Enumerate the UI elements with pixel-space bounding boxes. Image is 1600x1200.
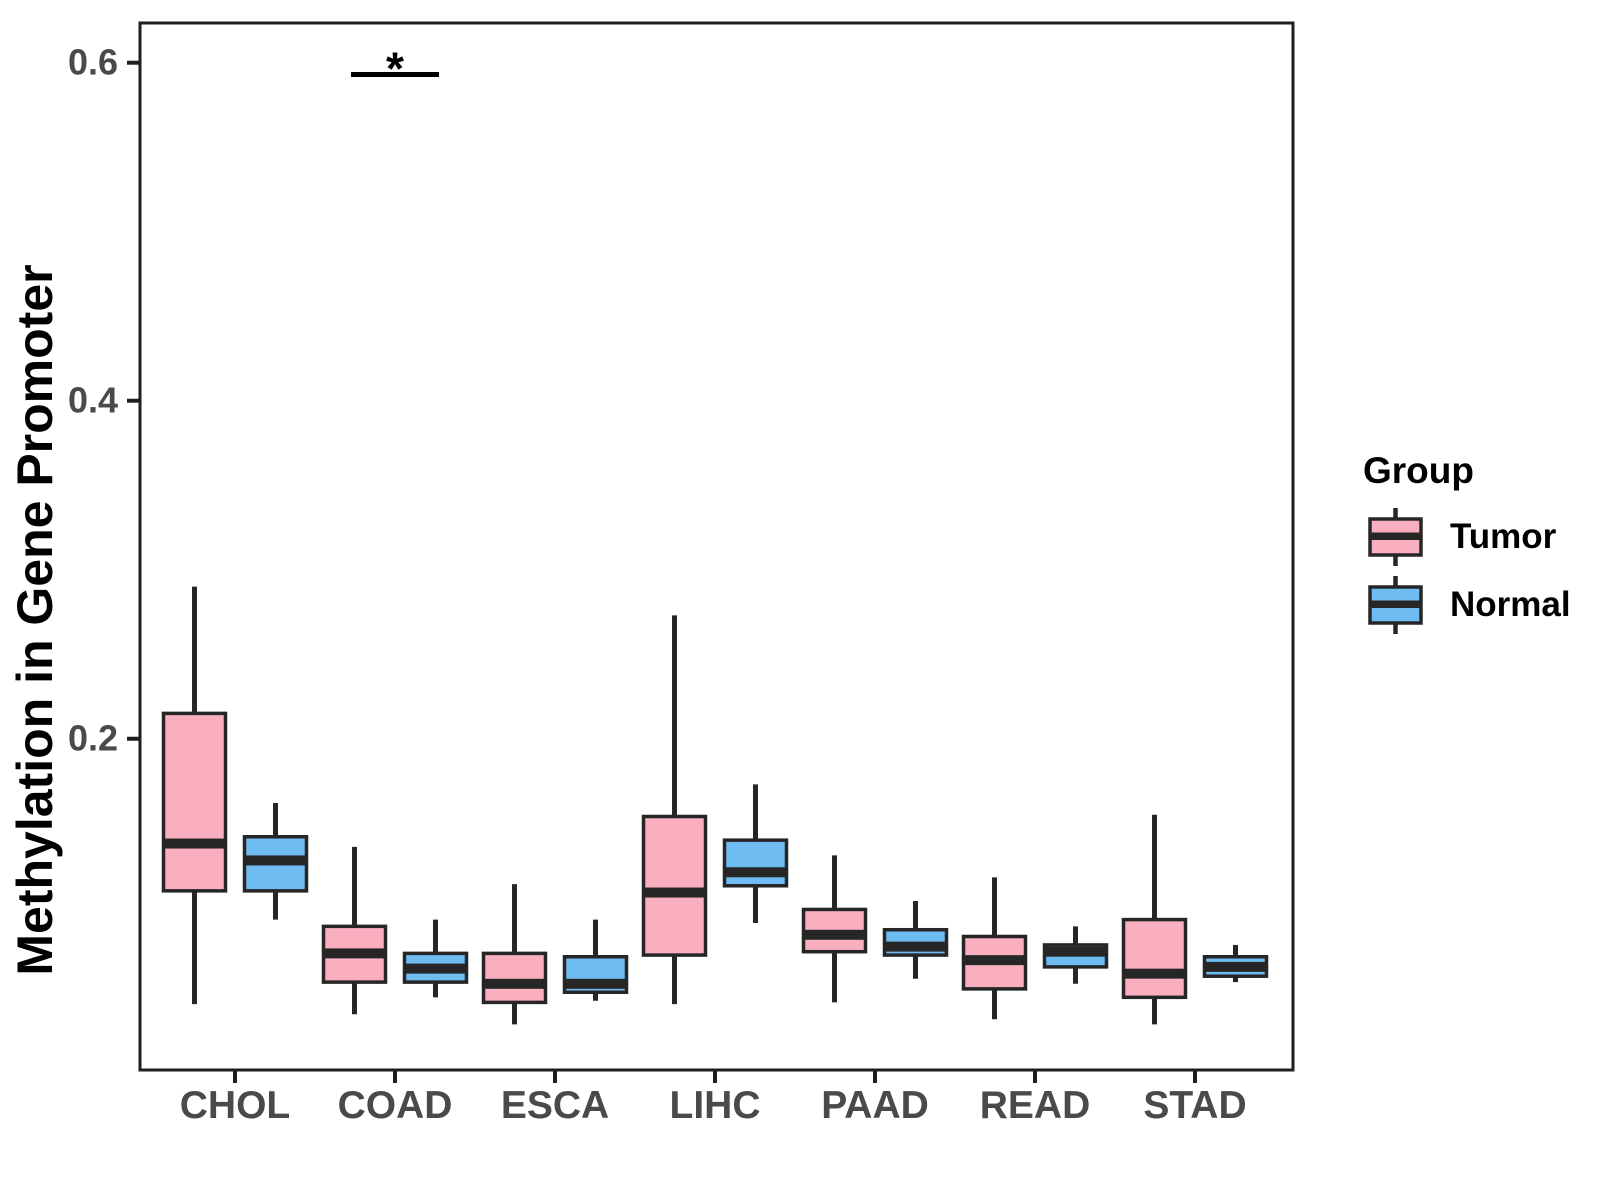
median-line	[884, 941, 947, 952]
x-tick-label-read: READ	[980, 1084, 1091, 1127]
iqr-box	[722, 838, 789, 888]
median-line	[1123, 968, 1186, 979]
iqr-box	[161, 711, 228, 893]
box-normal-esca	[562, 919, 629, 1001]
iqr-box	[641, 814, 708, 957]
median-line	[564, 978, 627, 989]
x-tick-label-paad: PAAD	[821, 1084, 929, 1127]
median-line	[244, 855, 307, 866]
median-line	[963, 955, 1026, 966]
box-normal-stad	[1202, 944, 1269, 983]
x-tick-label-chol: CHOL	[180, 1084, 291, 1127]
x-tick-label-esca: ESCA	[501, 1084, 609, 1127]
box-normal-chol	[242, 802, 309, 920]
box-normal-coad	[402, 919, 469, 998]
box-tumor-coad	[321, 846, 388, 1015]
median-line	[163, 838, 226, 849]
median-line	[1044, 946, 1107, 957]
median-line	[323, 948, 386, 959]
median-line	[404, 963, 467, 974]
box-normal-paad	[882, 900, 949, 979]
box-tumor-chol	[161, 586, 228, 1005]
x-tick-label-stad: STAD	[1143, 1084, 1246, 1127]
significance-star: *	[386, 43, 404, 95]
box-normal-read	[1042, 926, 1109, 984]
median-line	[483, 978, 546, 989]
box-tumor-lihc	[641, 615, 708, 1005]
x-tick-label-lihc: LIHC	[670, 1084, 761, 1127]
y-tick-label: 0.4	[68, 380, 118, 421]
iqr-box	[481, 951, 548, 1005]
box-tumor-stad	[1121, 814, 1188, 1025]
box-tumor-read	[961, 877, 1028, 1020]
y-tick-label: 0.6	[68, 42, 118, 83]
median-line	[1204, 961, 1267, 972]
median-line	[643, 887, 706, 898]
x-tick-label-coad: COAD	[338, 1084, 453, 1127]
box-tumor-paad	[801, 855, 868, 1003]
median-line	[724, 867, 787, 878]
panel-border	[138, 21, 1295, 1072]
y-tick-label: 0.2	[68, 718, 118, 759]
iqr-box	[1121, 917, 1188, 1000]
median-line	[803, 929, 866, 940]
box-normal-lihc	[722, 784, 789, 923]
box-tumor-esca	[481, 884, 548, 1025]
